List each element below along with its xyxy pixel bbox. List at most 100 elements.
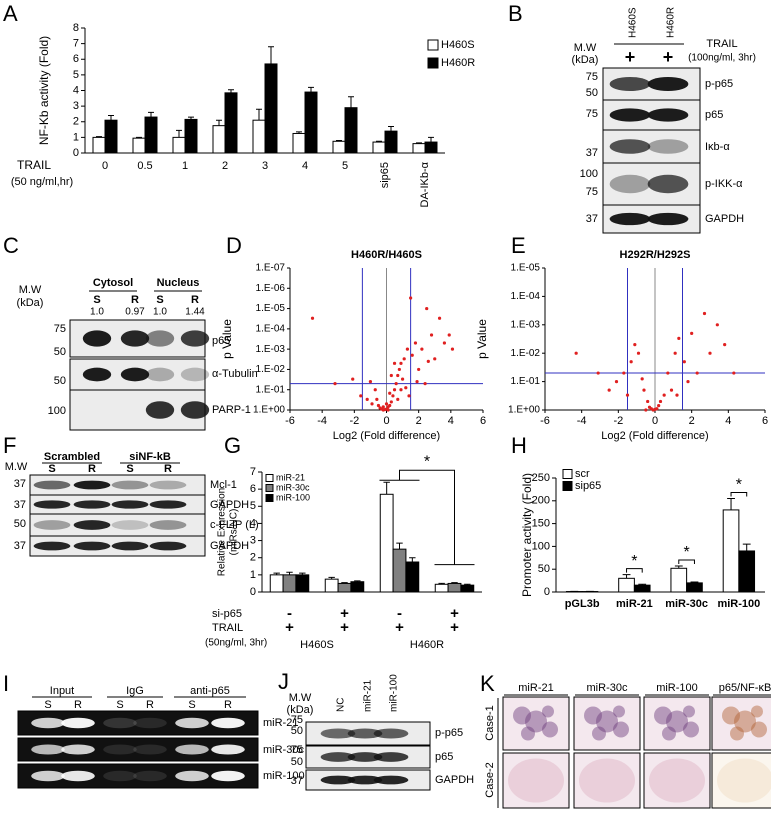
- column-label: miR-30c: [587, 682, 628, 694]
- bar: [132, 137, 146, 154]
- bar: [212, 125, 226, 154]
- mw-marker: 50: [291, 756, 303, 768]
- panel-label: A: [3, 1, 18, 26]
- y-axis-label: Relative Expression: [217, 488, 228, 576]
- mw-label: M.W: [19, 284, 42, 296]
- x-tick-label: 0.5: [137, 160, 152, 172]
- error-bar: [451, 582, 458, 584]
- group-label: Nucleus: [157, 277, 200, 289]
- ihc-stain: [662, 726, 676, 741]
- y-tick-label: 3: [73, 100, 79, 112]
- point: [333, 382, 337, 386]
- blot-band: [103, 717, 137, 729]
- error-bar: [376, 140, 382, 143]
- point: [365, 397, 369, 401]
- point: [614, 380, 619, 384]
- lane-label: R: [74, 699, 82, 711]
- ratio-label: 1.44: [185, 307, 205, 318]
- group-label: H460R: [410, 639, 444, 651]
- bar: [460, 584, 475, 593]
- point: [389, 400, 393, 404]
- y-tick-label: 150: [532, 518, 550, 530]
- y-tick-label: 2: [73, 116, 79, 128]
- x-axis-label: TRAIL: [17, 158, 51, 172]
- annotation: *: [684, 544, 690, 561]
- lane-label: S: [156, 294, 163, 306]
- point: [642, 388, 646, 392]
- x-axis-label: Log2 (Fold difference): [333, 430, 440, 442]
- blot-band: [145, 401, 175, 419]
- y-tick-label: 5: [250, 500, 256, 512]
- group-label: Cytosol: [93, 277, 133, 289]
- ihc-stain: [542, 705, 554, 718]
- ihc-stain: [513, 706, 531, 725]
- band-label: p65: [705, 109, 723, 121]
- y-tick-label: 8: [73, 22, 79, 34]
- mw-marker: 50: [14, 518, 26, 530]
- y-tick-label: 1.E-06: [256, 283, 286, 294]
- blot-strip: [17, 737, 259, 762]
- point: [622, 371, 626, 375]
- blot-band: [145, 330, 175, 347]
- point: [397, 367, 401, 372]
- bar: [304, 91, 318, 154]
- blot-band: [31, 770, 65, 782]
- y-tick-label: 1.E+00: [253, 405, 285, 416]
- bar: [104, 119, 118, 154]
- mw-marker: 37: [14, 478, 26, 490]
- legend-label: scr: [575, 468, 590, 480]
- ihc-image: [502, 696, 570, 751]
- blot-band: [33, 480, 71, 490]
- lane-label: NC: [336, 698, 347, 712]
- bar: [324, 578, 339, 593]
- blot-band: [61, 770, 95, 782]
- y-tick-label: 3: [250, 534, 256, 546]
- lane-label: H460R: [666, 7, 677, 38]
- mw-marker: 75: [586, 71, 598, 83]
- legend-label: miR-21: [276, 472, 305, 482]
- panel-label: B: [508, 1, 523, 26]
- blot-band: [347, 728, 383, 739]
- x-tick-label: DA-IKb-α: [419, 161, 431, 207]
- point: [388, 403, 392, 408]
- bar: [392, 548, 407, 593]
- band-label: miR-100: [263, 770, 305, 782]
- bar: [269, 574, 284, 593]
- band-label: Mcl-1: [210, 479, 237, 491]
- band-label: p65: [435, 751, 453, 763]
- mw-marker: 37: [586, 213, 598, 225]
- blot-band: [647, 212, 689, 226]
- y-tick-label: 1.E-05: [511, 263, 541, 274]
- bar: [424, 141, 438, 154]
- y-tick-label: 7: [73, 38, 79, 50]
- blot-band: [609, 108, 651, 122]
- blot-band: [31, 717, 65, 729]
- blot-band: [211, 744, 245, 755]
- bar: [384, 130, 398, 154]
- blot-band: [373, 752, 409, 762]
- blot-band: [320, 775, 356, 785]
- point: [657, 404, 661, 408]
- blot-band: [133, 770, 167, 782]
- treatment-mark: +: [663, 47, 674, 67]
- blot-band: [180, 367, 210, 382]
- bar: [344, 107, 358, 154]
- blot-band: [33, 541, 71, 551]
- point: [399, 388, 403, 392]
- blot-band: [31, 744, 65, 755]
- x-tick-label: 2: [416, 415, 422, 427]
- error-bar: [354, 580, 361, 582]
- point: [658, 399, 663, 404]
- y-tick-label: 200: [532, 495, 550, 507]
- condition-label: TRAIL: [212, 622, 243, 634]
- y-tick-label: 1.E-04: [511, 291, 541, 302]
- panel-label: C: [3, 233, 19, 258]
- y-axis-label: (miRs/NC): [229, 509, 240, 556]
- bar: [282, 574, 297, 593]
- lane-label: miR-100: [389, 674, 400, 712]
- lane-label: R: [131, 294, 139, 306]
- bar: [224, 92, 238, 154]
- x-tick-label: pGL3b: [565, 598, 600, 610]
- bar: [332, 140, 346, 154]
